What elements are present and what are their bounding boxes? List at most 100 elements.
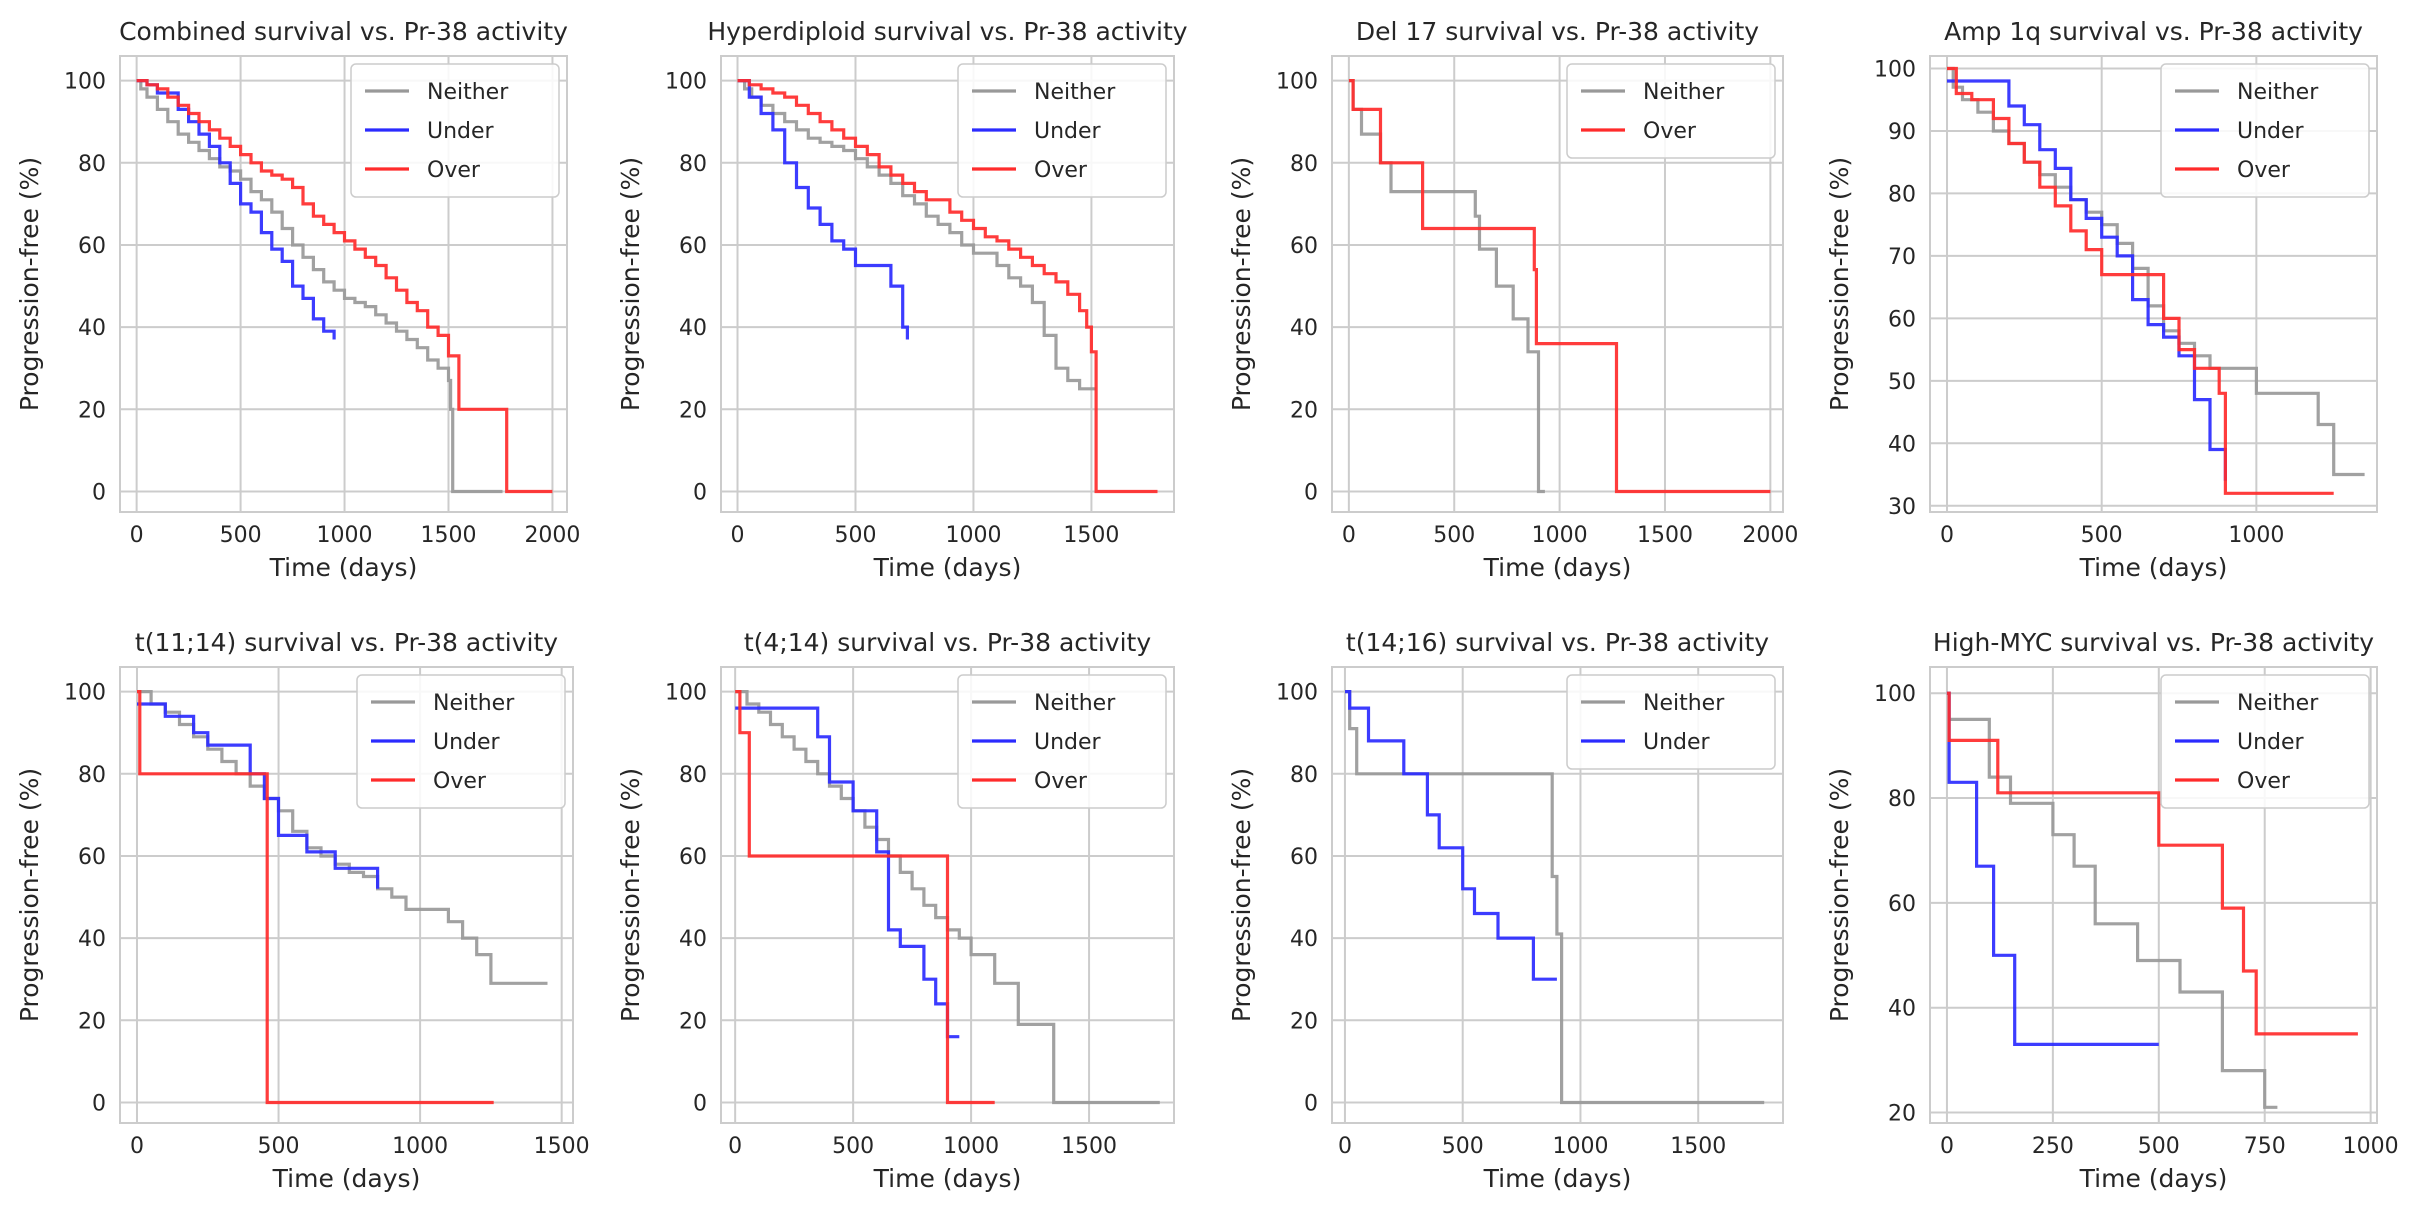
y-tick-label: 0: [693, 1091, 707, 1116]
legend-label-under: Under: [1034, 730, 1102, 755]
legend-label-under: Under: [2237, 119, 2305, 144]
panel-4: 0 500 1000 30 40 50 60 70 80 90 100 Amp 1q survival…: [1825, 17, 2378, 582]
series-group: [1947, 66, 2365, 495]
legend-label-over: Over: [2237, 769, 2291, 794]
chart-title: t(14;16) survival vs. Pr-38 activity: [1346, 628, 1769, 657]
y-tick-label: 0: [1304, 1091, 1318, 1116]
x-axis-label: Time (days): [2079, 553, 2228, 582]
series-group: [1946, 691, 2358, 1109]
series-line-over: [737, 79, 1158, 494]
chart-title: Del 17 survival vs. Pr-38 activity: [1356, 17, 1759, 46]
y-tick-label: 60: [679, 234, 707, 259]
panel-5: 0 500 1000 1500 0 20 40 60 80 100 t(11;14) surviva…: [15, 628, 590, 1193]
y-tick-label: 40: [1888, 997, 1916, 1022]
y-tick-label: 100: [1276, 681, 1318, 706]
chart-title: Amp 1q survival vs. Pr-38 activity: [1944, 17, 2363, 46]
legend: Neither Under Over: [957, 674, 1167, 809]
x-tick-label: 0: [1338, 1134, 1352, 1159]
x-axis-label: Time (days): [1483, 553, 1632, 582]
y-axis-label: Progression-free (%): [1825, 157, 1854, 411]
y-tick-label: 60: [1290, 845, 1318, 870]
series-line-under: [1345, 690, 1557, 981]
x-tick-label: 0: [130, 523, 144, 548]
legend: Neither Under Over: [957, 63, 1167, 198]
x-tick-label: 500: [1442, 1134, 1484, 1159]
x-tick-label: 1500: [1670, 1134, 1726, 1159]
legend-box: [356, 674, 566, 809]
y-tick-label: 40: [1290, 927, 1318, 952]
legend-label-under: Under: [1034, 119, 1102, 144]
x-tick-label: 500: [834, 523, 876, 548]
panel-7: 0 500 1000 1500 0 20 40 60 80 100 t(14;16) surviva…: [1227, 628, 1784, 1193]
y-tick-label: 0: [693, 480, 707, 505]
series-line-under: [137, 702, 380, 889]
legend-label-neither: Neither: [1643, 80, 1725, 105]
legend-label-over: Over: [1034, 769, 1088, 794]
legend-label-under: Under: [2237, 730, 2305, 755]
y-tick-label: 80: [679, 763, 707, 788]
x-tick-label: 500: [258, 1134, 300, 1159]
y-axis-label: Progression-free (%): [1227, 157, 1256, 411]
legend-label-neither: Neither: [1034, 80, 1116, 105]
y-tick-label: 20: [1290, 1009, 1318, 1034]
legend-label-neither: Neither: [1643, 691, 1725, 716]
series-line-under: [136, 79, 336, 340]
legend-box: [1566, 674, 1776, 770]
chart-title: Hyperdiploid survival vs. Pr-38 activity: [707, 17, 1187, 46]
y-tick-label: 80: [78, 763, 106, 788]
legend: Neither Under Over: [2160, 674, 2370, 809]
x-tick-label: 1000: [943, 1134, 999, 1159]
series-group: [1345, 690, 1765, 1105]
legend-box: [2160, 63, 2370, 198]
legend-box: [2160, 674, 2370, 809]
legend-label-over: Over: [433, 769, 487, 794]
y-tick-label: 100: [64, 681, 106, 706]
series-line-over: [136, 79, 553, 494]
series-line-over: [735, 690, 995, 1105]
legend-box: [957, 63, 1167, 198]
panel-3: 0 500 1000 1500 2000 0 20 40 60 80 100 Del 17 survi…: [1227, 17, 1798, 582]
y-tick-label: 100: [665, 70, 707, 95]
series-group: [737, 79, 1158, 494]
legend: Neither Under Over: [2160, 63, 2370, 198]
series-line-neither: [1946, 691, 2278, 1109]
x-axis-label: Time (days): [1483, 1164, 1632, 1193]
y-tick-label: 20: [679, 1009, 707, 1034]
panel-1: 0 500 1000 1500 2000 0 20 40 60 80 100 Combined sur…: [15, 17, 580, 582]
series-line-over: [1348, 79, 1771, 494]
x-tick-label: 500: [2081, 523, 2123, 548]
y-tick-label: 40: [78, 927, 106, 952]
legend: Neither Over: [1566, 63, 1776, 159]
legend-label-under: Under: [427, 119, 495, 144]
y-axis-label: Progression-free (%): [616, 157, 645, 411]
chart-title: Combined survival vs. Pr-38 activity: [119, 17, 568, 46]
legend-label-neither: Neither: [2237, 691, 2319, 716]
y-tick-label: 40: [1290, 316, 1318, 341]
x-tick-label: 1500: [1063, 523, 1119, 548]
y-tick-label: 60: [1888, 307, 1916, 332]
y-tick-label: 0: [92, 1091, 106, 1116]
x-tick-label: 1500: [1637, 523, 1693, 548]
y-tick-label: 70: [1888, 245, 1916, 270]
x-tick-label: 1000: [2343, 1134, 2399, 1159]
x-axis-label: Time (days): [2079, 1164, 2228, 1193]
series-line-neither: [1348, 79, 1545, 494]
y-tick-label: 40: [78, 316, 106, 341]
x-tick-label: 1000: [317, 523, 373, 548]
series-group: [735, 690, 1160, 1105]
y-tick-label: 90: [1888, 120, 1916, 145]
x-tick-label: 1000: [1532, 523, 1588, 548]
series-line-neither: [1345, 690, 1765, 1105]
series-line-over: [137, 690, 494, 1105]
x-tick-label: 500: [2138, 1134, 2180, 1159]
x-tick-label: 0: [1940, 523, 1954, 548]
x-tick-label: 500: [832, 1134, 874, 1159]
legend-label-over: Over: [427, 158, 481, 183]
panel-6: 0 500 1000 1500 0 20 40 60 80 100 t(4;14) survival…: [616, 628, 1175, 1193]
legend: Neither Under: [1566, 674, 1776, 770]
y-tick-label: 20: [78, 1009, 106, 1034]
y-tick-label: 100: [1874, 682, 1916, 707]
y-tick-label: 20: [1290, 398, 1318, 423]
legend-label-neither: Neither: [1034, 691, 1116, 716]
